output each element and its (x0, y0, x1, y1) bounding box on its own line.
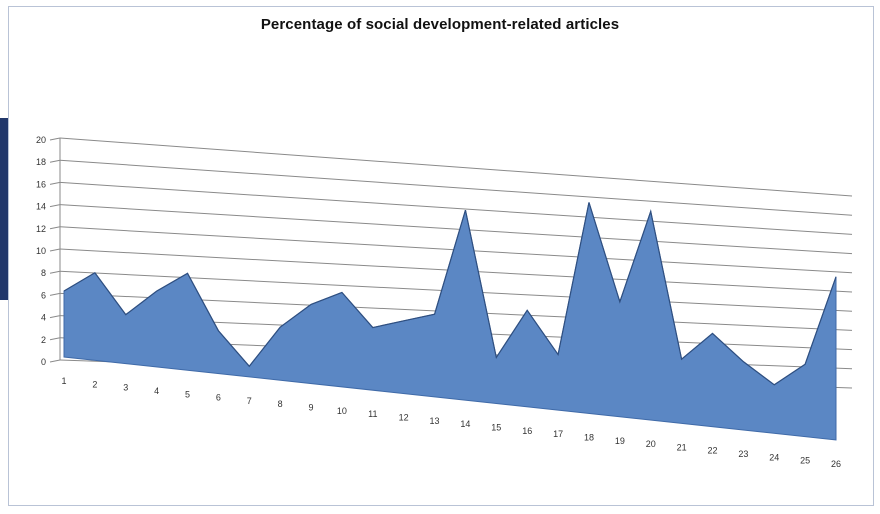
y-tick-label: 4 (41, 313, 46, 323)
x-tick-label: 7 (247, 396, 252, 406)
gridline-side (49, 315, 61, 319)
gridline (59, 137, 853, 197)
gridline-side (49, 337, 61, 341)
area-top-edge (63, 202, 837, 386)
x-tick-label: 2 (92, 379, 97, 389)
x-tick-label: 15 (491, 422, 501, 432)
gridline-side (49, 204, 61, 208)
x-tick-label: 19 (615, 436, 625, 446)
x-tick-label: 4 (154, 386, 159, 396)
y-tick-label: 6 (41, 290, 46, 300)
y-tick-label: 0 (41, 357, 46, 367)
x-tick-label: 20 (646, 439, 656, 449)
gridline-side (49, 137, 61, 141)
y-tick-label: 18 (36, 157, 46, 167)
x-tick-label: 25 (800, 456, 810, 466)
y-tick-label: 2 (41, 335, 46, 345)
x-tick-label: 17 (553, 429, 563, 439)
side-accent-tab (0, 118, 8, 300)
x-tick-label: 6 (216, 393, 221, 403)
gridline-side (49, 292, 61, 296)
x-tick-label: 1 (61, 376, 66, 386)
y-tick-label: 12 (36, 224, 46, 234)
y-tick-label: 20 (36, 135, 46, 145)
x-tick-label: 3 (123, 383, 128, 393)
x-tick-label: 26 (831, 459, 841, 469)
x-tick-label: 5 (185, 389, 190, 399)
x-tick-label: 10 (337, 406, 347, 416)
y-tick-label: 16 (36, 179, 46, 189)
gridline-side (49, 226, 61, 230)
x-tick-label: 21 (677, 442, 687, 452)
x-tick-label: 23 (738, 449, 748, 459)
gridline-side (49, 181, 61, 185)
x-tick-label: 9 (309, 403, 314, 413)
gridline-side (49, 159, 61, 163)
gridline-side (49, 270, 61, 274)
y-tick-label: 14 (36, 202, 46, 212)
area-series (63, 202, 837, 441)
gridline-side (49, 359, 61, 363)
x-tick-label: 11 (368, 409, 377, 419)
x-tick-label: 24 (769, 452, 779, 462)
gridline (59, 159, 853, 216)
gridline (59, 204, 853, 255)
x-tick-label: 18 (584, 432, 594, 442)
x-tick-label: 13 (430, 416, 440, 426)
x-tick-label: 16 (522, 426, 532, 436)
x-tick-label: 14 (460, 419, 470, 429)
chart-title: Percentage of social development-related… (260, 16, 620, 33)
x-tick-label: 12 (399, 413, 409, 423)
y-tick-label: 8 (41, 268, 46, 278)
gridline-side (49, 248, 61, 252)
x-tick-label: 22 (707, 446, 717, 456)
x-tick-label: 8 (278, 399, 283, 409)
y-tick-label: 10 (36, 246, 46, 256)
gridline (59, 181, 853, 235)
